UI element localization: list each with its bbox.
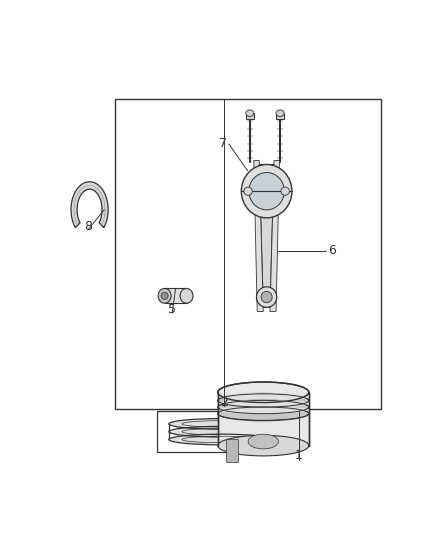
Ellipse shape [169, 418, 273, 429]
Bar [157, 411, 285, 452]
Ellipse shape [248, 434, 279, 449]
Text: 2: 2 [221, 396, 228, 409]
Ellipse shape [169, 434, 273, 445]
Polygon shape [254, 160, 263, 311]
Bar [115, 99, 381, 409]
Bar [246, 113, 254, 119]
Ellipse shape [218, 393, 309, 401]
Ellipse shape [161, 292, 168, 300]
Ellipse shape [246, 110, 254, 117]
Ellipse shape [169, 426, 273, 437]
Polygon shape [218, 392, 309, 446]
Text: 7: 7 [219, 138, 227, 150]
Ellipse shape [276, 110, 284, 117]
Ellipse shape [158, 288, 171, 303]
Ellipse shape [244, 187, 252, 195]
Polygon shape [71, 182, 108, 228]
Text: 8: 8 [84, 220, 92, 232]
Ellipse shape [180, 288, 193, 303]
Polygon shape [226, 440, 238, 462]
Ellipse shape [249, 173, 284, 210]
Ellipse shape [261, 292, 272, 303]
Ellipse shape [218, 400, 309, 414]
Polygon shape [259, 165, 274, 308]
Ellipse shape [218, 393, 309, 408]
Ellipse shape [218, 406, 309, 414]
Ellipse shape [281, 187, 290, 195]
Ellipse shape [241, 165, 292, 218]
Ellipse shape [218, 435, 309, 456]
Text: 5: 5 [168, 303, 176, 316]
Polygon shape [165, 288, 187, 303]
Polygon shape [270, 160, 279, 311]
Ellipse shape [218, 382, 309, 402]
Ellipse shape [218, 407, 309, 421]
Bar [276, 113, 284, 119]
Ellipse shape [257, 287, 277, 308]
Text: 6: 6 [328, 244, 336, 257]
Text: 1: 1 [295, 449, 303, 463]
Ellipse shape [218, 399, 309, 408]
